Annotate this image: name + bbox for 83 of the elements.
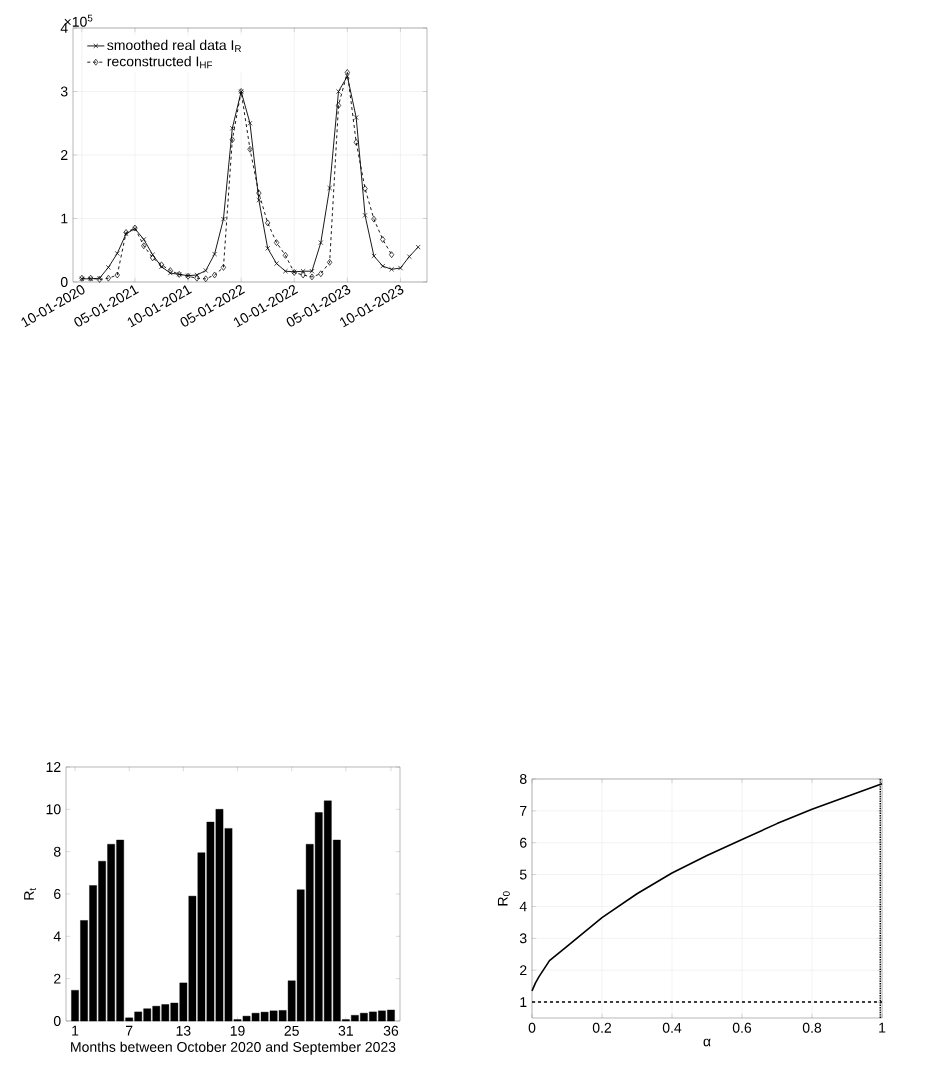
point (265, 245, 271, 251)
y-tick-label: 6 (520, 837, 527, 848)
x-tick-label: 1 (879, 1022, 886, 1033)
y-tick-label: 0 (60, 277, 68, 287)
x-tick-label: 0.8 (802, 1022, 822, 1033)
point (318, 270, 324, 278)
point (203, 268, 209, 274)
y-tick-label: 7 (520, 806, 527, 816)
y-tick-label: 4 (53, 931, 61, 942)
point (318, 240, 324, 246)
point (415, 244, 421, 250)
x-tick-label: 0.4 (662, 1022, 682, 1033)
point (406, 254, 412, 260)
point (105, 264, 111, 270)
x-tick-label: 0.6 (732, 1022, 752, 1033)
point (282, 268, 288, 274)
y-tick-label: 2 (54, 973, 61, 984)
point (380, 236, 386, 243)
point (256, 189, 262, 197)
x-tick-label: 13 (176, 1025, 191, 1036)
y-tick-label: 10 (46, 804, 61, 815)
x-tick-label: 25 (284, 1025, 299, 1036)
y-tick-label: 6 (54, 889, 61, 899)
point (380, 263, 386, 269)
point (220, 216, 226, 222)
point (362, 185, 368, 192)
legend-label: smoothed real data I$_{R}$ (107, 39, 242, 53)
y-tick-label: 5 (519, 869, 527, 880)
point (256, 197, 262, 203)
x-axis-title: α (703, 1038, 711, 1047)
y-axis-title: R$_{0}$ (497, 891, 510, 906)
point (265, 219, 271, 227)
point (274, 261, 280, 267)
point (353, 138, 359, 146)
point (105, 274, 111, 282)
point (212, 251, 218, 257)
point (353, 115, 359, 120)
point (212, 271, 218, 279)
x-tick-label: 36 (383, 1025, 399, 1036)
point (344, 69, 350, 76)
point (362, 212, 368, 218)
y-tick-label: 1 (61, 213, 68, 224)
point (327, 258, 333, 266)
point (150, 254, 156, 262)
x-tick-label: 0 (528, 1022, 536, 1033)
point (220, 264, 227, 271)
point (194, 272, 200, 278)
point (335, 102, 342, 109)
point (397, 265, 403, 271)
y-tick-label: 4 (519, 901, 527, 912)
point (327, 185, 333, 191)
point (229, 125, 235, 131)
point (344, 73, 350, 79)
x-axis-title: Months between October 2020 and September 2023 (71, 1041, 396, 1055)
point (247, 145, 253, 153)
point (389, 266, 395, 272)
point (203, 275, 209, 283)
x-tick-label: 0.2 (592, 1022, 612, 1033)
y-tick-label: 8 (519, 774, 527, 784)
point (273, 239, 280, 246)
y-tick-label: 3 (60, 86, 68, 97)
legend-label: reconstructed I$_{HF}$ (107, 56, 213, 69)
x-tick-label: 19 (230, 1025, 245, 1036)
y-tick-label: 12 (46, 762, 61, 772)
y-tick-label: 3 (519, 933, 527, 944)
point (371, 215, 377, 223)
point (247, 120, 253, 126)
y-tick-label: 2 (520, 965, 527, 976)
point (114, 271, 120, 279)
x-tick-label: 31 (338, 1025, 353, 1036)
x-tick-label: 1 (72, 1025, 79, 1036)
point (300, 271, 306, 279)
x-tick-label: 7 (126, 1025, 133, 1036)
point (282, 251, 288, 259)
y-axis-title: R$_{t}$ (24, 887, 37, 900)
point (114, 250, 120, 256)
y-tick-label: 1 (520, 997, 527, 1007)
point (229, 136, 235, 144)
point (371, 253, 377, 259)
point (194, 274, 200, 282)
y-tick-label: 8 (53, 846, 61, 857)
y-tick-label: 2 (61, 150, 68, 160)
point (389, 251, 395, 259)
